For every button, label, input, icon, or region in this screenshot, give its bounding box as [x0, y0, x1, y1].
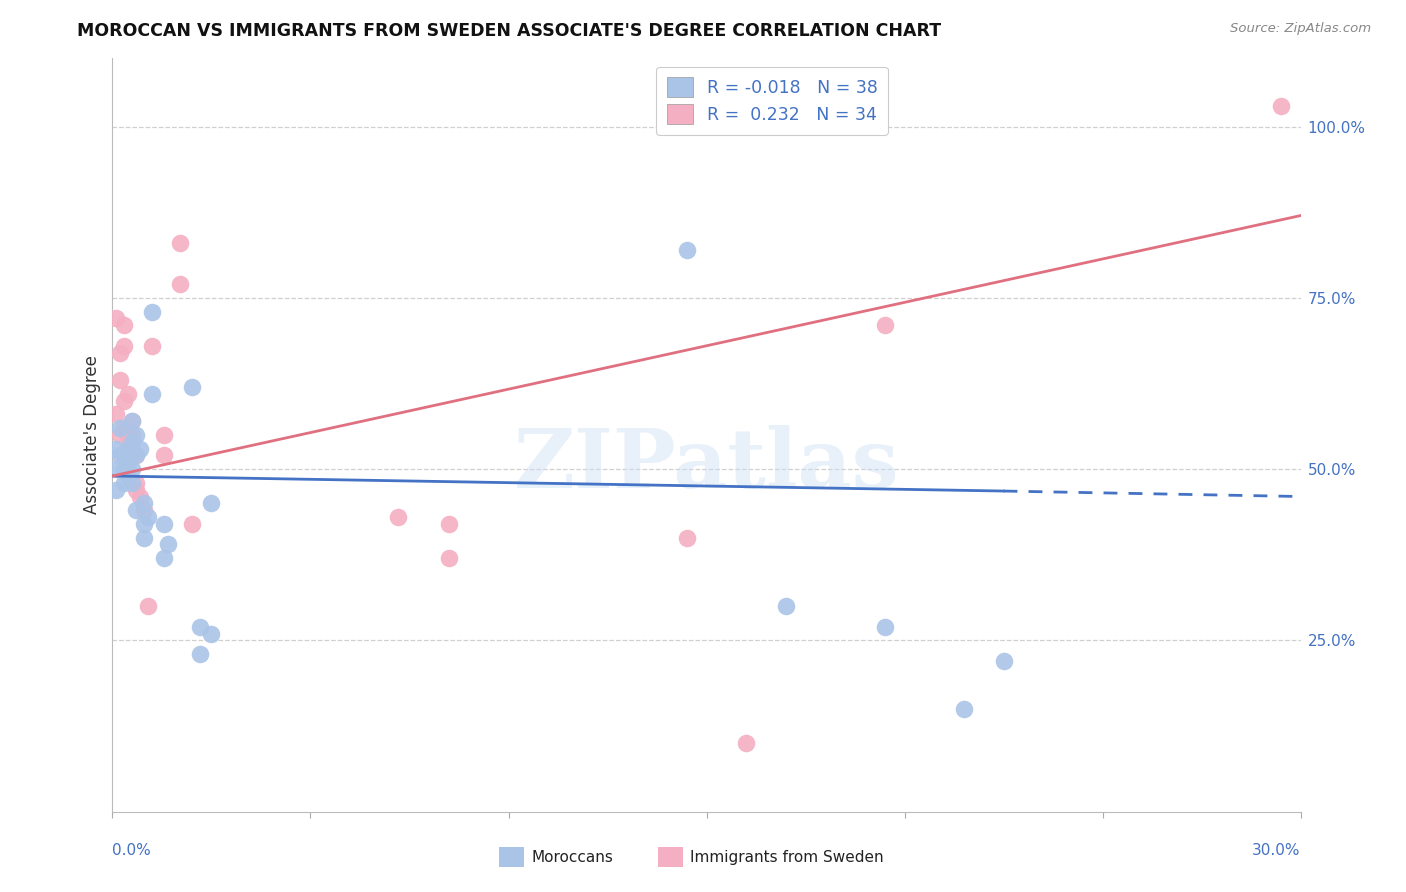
Point [121, 427, 143, 442]
Legend: R = -0.018   N = 38, R =  0.232   N = 34: R = -0.018 N = 38, R = 0.232 N = 34 [657, 67, 889, 135]
Point [117, 455, 139, 469]
Point [110, 449, 132, 463]
Point [110, 373, 132, 387]
Point [188, 647, 211, 661]
Point [200, 496, 222, 510]
Text: 0.0%: 0.0% [112, 843, 152, 858]
Point [112, 393, 135, 408]
Point [121, 462, 143, 476]
Point [110, 427, 132, 442]
Point [129, 442, 152, 456]
Point [953, 702, 976, 716]
Point [134, 516, 156, 531]
Point [141, 386, 163, 401]
Point [134, 531, 156, 545]
Point [153, 516, 176, 531]
Text: Immigrants from Sweden: Immigrants from Sweden [690, 850, 884, 864]
Point [121, 475, 143, 490]
Text: Moroccans: Moroccans [531, 850, 613, 864]
Point [112, 339, 135, 353]
Point [117, 427, 139, 442]
Point [169, 235, 191, 250]
Point [112, 318, 135, 333]
Point [112, 421, 135, 435]
Point [735, 736, 758, 750]
Point [180, 380, 202, 394]
Point [188, 620, 211, 634]
Point [117, 469, 139, 483]
Point [117, 386, 139, 401]
Point [125, 483, 148, 497]
Point [134, 496, 156, 510]
Point [200, 626, 222, 640]
Point [153, 449, 176, 463]
Point [125, 449, 148, 463]
Point [105, 407, 128, 421]
Point [129, 490, 152, 504]
Point [117, 442, 139, 456]
Text: Source: ZipAtlas.com: Source: ZipAtlas.com [1230, 22, 1371, 36]
Point [156, 537, 179, 551]
Point [125, 449, 148, 463]
Point [112, 462, 135, 476]
Point [141, 339, 163, 353]
Point [125, 427, 148, 442]
Text: MOROCCAN VS IMMIGRANTS FROM SWEDEN ASSOCIATE'S DEGREE CORRELATION CHART: MOROCCAN VS IMMIGRANTS FROM SWEDEN ASSOC… [77, 22, 942, 40]
Point [136, 510, 159, 524]
Point [134, 503, 156, 517]
Point [121, 414, 143, 428]
Point [153, 551, 176, 566]
Point [675, 531, 697, 545]
Point [775, 599, 797, 614]
Point [1270, 99, 1292, 113]
Point [110, 421, 132, 435]
Point [121, 414, 143, 428]
Point [437, 516, 460, 531]
Point [105, 462, 128, 476]
Point [136, 599, 159, 614]
Point [141, 304, 163, 318]
Point [105, 311, 128, 326]
Point [169, 277, 191, 291]
Point [153, 427, 176, 442]
Point [105, 442, 128, 456]
Point [675, 243, 697, 257]
Point [112, 475, 135, 490]
Point [180, 516, 202, 531]
Y-axis label: Associate's Degree: Associate's Degree [83, 355, 101, 515]
Point [117, 442, 139, 456]
Point [125, 475, 148, 490]
Point [121, 449, 143, 463]
Text: 30.0%: 30.0% [1253, 843, 1301, 858]
Text: ZIPatlas: ZIPatlas [513, 425, 900, 505]
Point [873, 318, 896, 333]
Point [112, 449, 135, 463]
Point [110, 345, 132, 359]
Point [105, 483, 128, 497]
Point [387, 510, 409, 524]
Point [125, 503, 148, 517]
Point [993, 654, 1015, 668]
Point [121, 434, 143, 449]
Point [873, 620, 896, 634]
Point [437, 551, 460, 566]
